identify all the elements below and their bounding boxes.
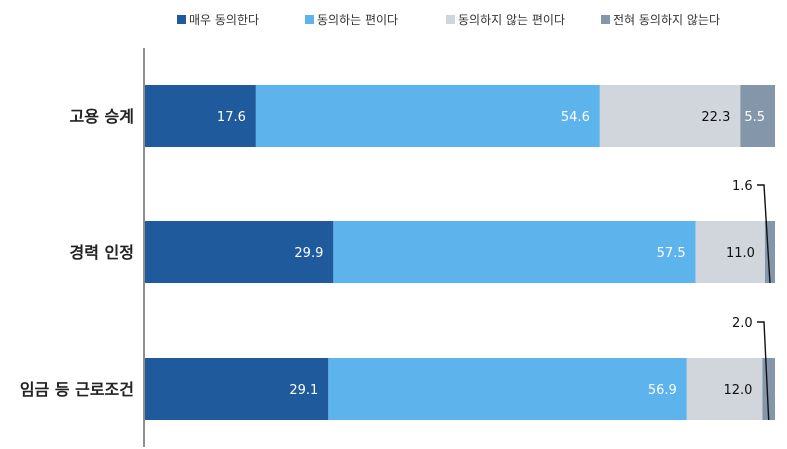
value-label-0-1: 54.6 [561, 110, 590, 125]
legend-swatch-3 [601, 15, 610, 24]
bar-1-0 [145, 221, 334, 283]
legend-label-0: 매우 동의한다 [189, 13, 259, 27]
bar-0-3 [740, 85, 775, 147]
callout-leader-1 [757, 184, 771, 284]
value-label-1-1: 57.5 [657, 246, 686, 261]
legend-swatch-0 [177, 15, 186, 24]
callout-label-1: 1.6 [732, 179, 753, 194]
value-label-2-2: 12.0 [723, 383, 752, 398]
bar-1-3 [764, 221, 775, 283]
bar-0-2 [599, 85, 741, 147]
bar-1-1 [333, 221, 696, 283]
bar-2-1 [328, 358, 687, 420]
category-label-2: 임금 등 근로조건 [20, 380, 134, 399]
value-label-0-2: 22.3 [701, 110, 730, 125]
value-label-0-3: 5.5 [744, 110, 765, 125]
legend: 매우 동의한다 동의하는 편이다 동의하지 않는 편이다 전혀 동의하지 않는다 [177, 13, 720, 27]
value-label-2-1: 56.9 [648, 383, 677, 398]
bars [145, 85, 775, 420]
category-label-1: 경력 인정 [70, 243, 134, 262]
legend-label-1: 동의하는 편이다 [317, 13, 398, 27]
value-labels: 17.6 54.6 22.3 5.5 29.9 57.5 11.0 1.6 29.1 56.9 12… [217, 110, 771, 421]
bar-1-2 [695, 221, 765, 283]
bar-0-0 [145, 85, 256, 147]
callout-leader-2 [757, 321, 770, 421]
callout-label-2: 2.0 [732, 316, 753, 331]
value-label-1-2: 11.0 [726, 246, 755, 261]
value-label-2-0: 29.1 [289, 383, 318, 398]
legend-label-2: 동의하지 않는 편이다 [458, 13, 565, 27]
bar-2-3 [762, 358, 775, 420]
bar-0-1 [255, 85, 600, 147]
value-label-0-0: 17.6 [217, 110, 246, 125]
legend-label-3: 전혀 동의하지 않는다 [613, 13, 720, 27]
category-label-0: 고용 승계 [70, 107, 134, 126]
legend-swatch-2 [446, 15, 455, 24]
bar-2-0 [145, 358, 329, 420]
bar-2-2 [686, 358, 763, 420]
legend-swatch-1 [305, 15, 314, 24]
value-label-1-0: 29.9 [294, 246, 323, 261]
